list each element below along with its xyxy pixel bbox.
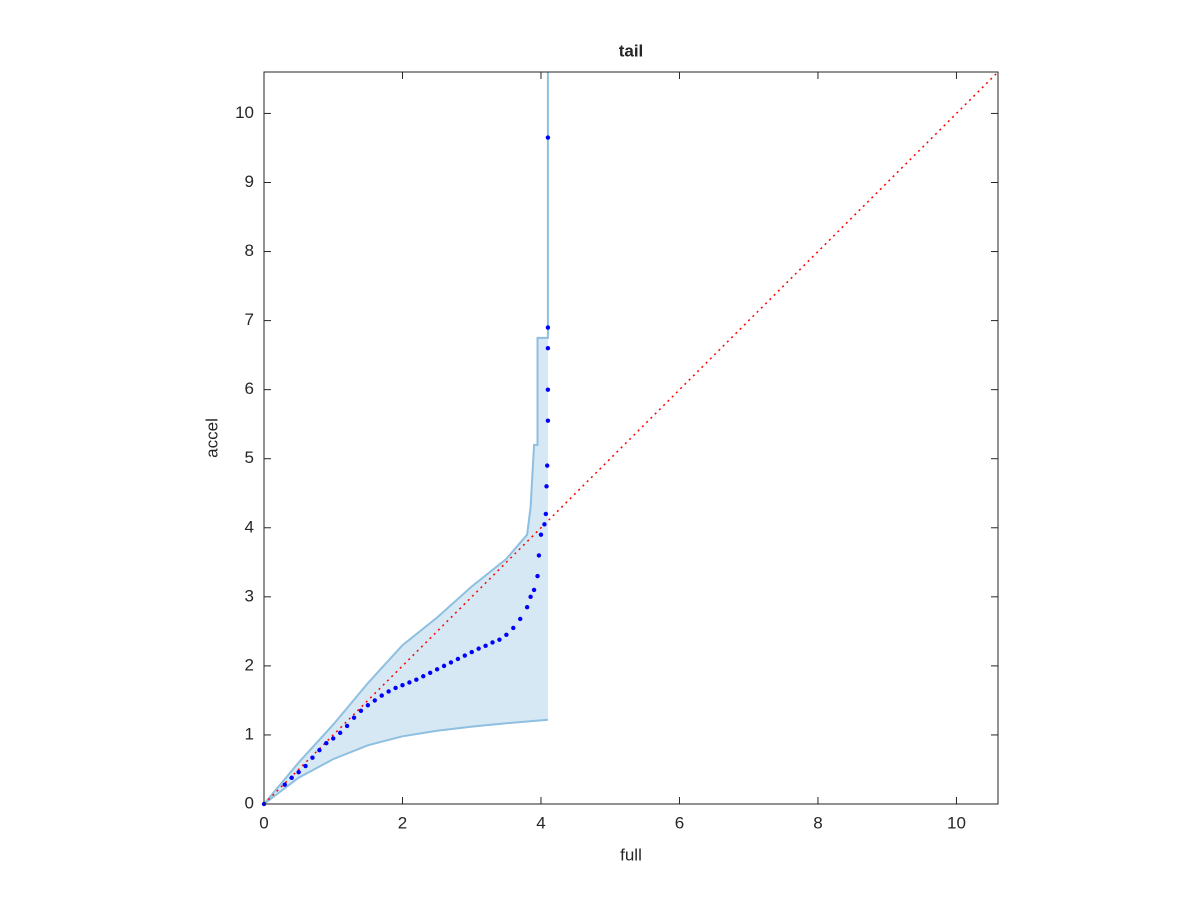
data-point bbox=[531, 587, 537, 593]
axes-box bbox=[263, 71, 999, 805]
data-point bbox=[324, 741, 329, 746]
data-point bbox=[538, 532, 544, 537]
y-tick-label: 5 bbox=[245, 448, 254, 467]
data-point bbox=[542, 522, 547, 527]
data-point bbox=[365, 703, 371, 708]
data-point bbox=[545, 387, 551, 392]
data-point bbox=[379, 693, 384, 698]
data-point bbox=[544, 484, 549, 489]
data-point bbox=[344, 723, 350, 729]
data-point bbox=[441, 663, 447, 669]
y-tick-label: 6 bbox=[245, 379, 254, 398]
data-point bbox=[351, 715, 357, 720]
y-tick-label: 4 bbox=[245, 517, 254, 536]
band-fill bbox=[264, 72, 548, 804]
data-point bbox=[434, 667, 440, 672]
data-point bbox=[497, 637, 502, 642]
data-point bbox=[400, 683, 405, 688]
data-point bbox=[407, 680, 412, 685]
data-point bbox=[421, 674, 426, 679]
data-point bbox=[518, 616, 523, 622]
data-point bbox=[483, 643, 488, 649]
data-point bbox=[543, 511, 549, 517]
data-point bbox=[545, 418, 551, 423]
y-tick-label: 10 bbox=[235, 103, 254, 122]
data-point bbox=[427, 670, 433, 675]
data-point bbox=[448, 660, 454, 665]
x-tick-label: 6 bbox=[675, 813, 684, 832]
data-point bbox=[296, 770, 301, 775]
data-point bbox=[504, 632, 509, 638]
y-tick-label: 9 bbox=[245, 172, 254, 191]
data-point bbox=[545, 346, 551, 351]
y-tick-label: 1 bbox=[245, 724, 254, 743]
data-point bbox=[358, 708, 364, 713]
data-point bbox=[372, 698, 377, 703]
y-axis-label: accel bbox=[202, 418, 221, 458]
data-point bbox=[303, 763, 308, 769]
y-tick-label: 8 bbox=[245, 241, 254, 260]
data-point bbox=[289, 775, 294, 780]
data-point bbox=[528, 594, 533, 600]
data-point bbox=[282, 782, 287, 787]
band-edge bbox=[263, 72, 549, 805]
data-point bbox=[386, 689, 391, 694]
data-point bbox=[455, 656, 461, 662]
data-point bbox=[317, 747, 322, 753]
plot-area bbox=[261, 71, 999, 807]
x-tick-label: 2 bbox=[398, 813, 407, 832]
data-point bbox=[535, 573, 540, 579]
data-point bbox=[469, 649, 474, 655]
x-tick-label: 10 bbox=[947, 813, 966, 832]
y-tick-label: 3 bbox=[245, 586, 254, 605]
data-point bbox=[310, 755, 315, 760]
x-tick-label: 4 bbox=[536, 813, 545, 832]
data-point bbox=[476, 646, 481, 651]
data-point bbox=[545, 463, 550, 468]
chart-title: tail bbox=[619, 41, 644, 60]
data-point bbox=[414, 677, 419, 682]
x-tick-label: 8 bbox=[813, 813, 822, 832]
y-tick-label: 0 bbox=[245, 793, 254, 812]
y-tick-label: 2 bbox=[245, 655, 254, 674]
data-point bbox=[490, 640, 495, 645]
data-point bbox=[337, 730, 343, 736]
data-point bbox=[462, 653, 468, 658]
x-axis-label: full bbox=[620, 845, 642, 864]
x-tick-label: 0 bbox=[259, 813, 268, 832]
data-point bbox=[536, 553, 542, 558]
data-point bbox=[545, 325, 551, 330]
data-point bbox=[545, 135, 551, 140]
data-point bbox=[511, 625, 516, 631]
data-point bbox=[393, 685, 398, 691]
data-point bbox=[524, 604, 530, 610]
data-point bbox=[331, 736, 336, 741]
band-edge bbox=[263, 718, 548, 805]
y-tick-label: 7 bbox=[245, 310, 254, 329]
